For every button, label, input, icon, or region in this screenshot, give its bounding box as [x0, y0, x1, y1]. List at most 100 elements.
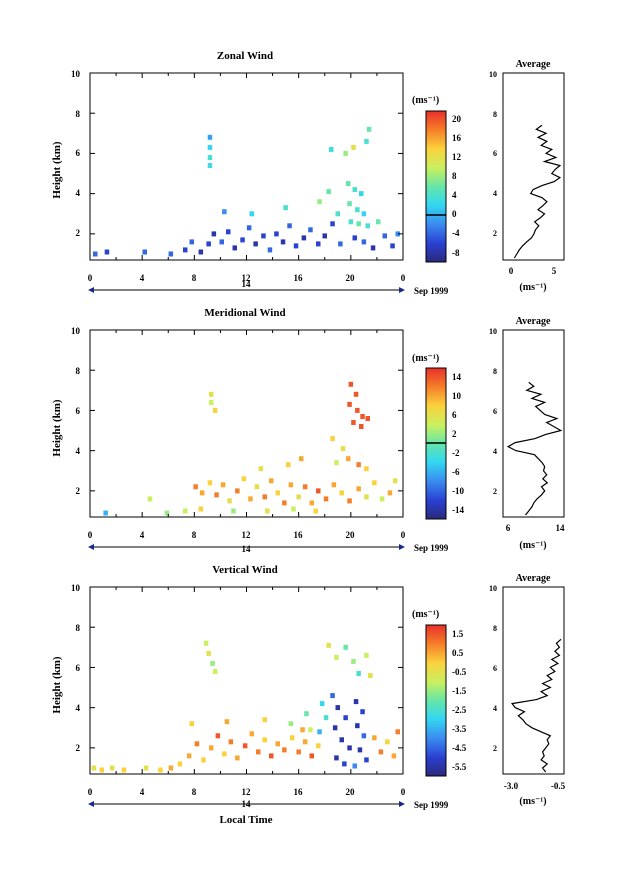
x-ticks: 0 4 8 12 16 20 0 [88, 530, 406, 540]
colorbar-tick-label: 4 [452, 190, 457, 200]
colorbar-tick-label: -14 [452, 505, 464, 515]
heatmap-cell [347, 498, 352, 504]
heatmap-cell [240, 237, 245, 243]
heatmap-cell [347, 201, 352, 207]
x-tick-label: 8 [192, 787, 197, 797]
colorbar-tick-label: -2.5 [452, 705, 467, 715]
heatmap-cell [392, 478, 398, 484]
heatmap-cell [346, 181, 351, 187]
heatmap-cell [317, 199, 322, 205]
heatmap-cell [282, 747, 287, 753]
heatmap-cell [104, 249, 110, 255]
heatmap-cell [91, 765, 97, 771]
heatmap-cell [308, 727, 313, 733]
heatmap-cell [291, 506, 296, 512]
panel-title: Zonal Wind [217, 50, 273, 62]
heatmap-cell [99, 767, 104, 773]
heatmap-cell [322, 233, 327, 239]
heatmap-cell [302, 739, 308, 745]
colorbar-tick-label: -8 [452, 248, 460, 258]
x-tick-label: 20 [346, 787, 356, 797]
heatmap-cell [269, 753, 274, 759]
heatmap-cell [334, 755, 339, 761]
y-axis-label: Height (km) [51, 656, 63, 713]
heatmap-cell [355, 407, 360, 413]
heatmap-cell [194, 741, 200, 747]
axis-tick-marks [89, 586, 404, 774]
heatmap-cell [121, 767, 127, 773]
heatmap-cell [335, 705, 340, 711]
heatmap-cell [158, 767, 163, 773]
y-tick-label: 2 [76, 743, 81, 753]
y-ticks: 2 4 6 8 10 [71, 69, 81, 238]
colorbar-tick-label: 6 [452, 410, 457, 420]
heatmap-cell [326, 189, 331, 195]
date-label: 14 [242, 544, 252, 554]
y-ticks: 2 4 6 8 10 [71, 583, 81, 753]
profile-x-label: (ms⁻¹) [519, 796, 546, 807]
heatmap-cell [352, 187, 357, 193]
y-ticks: 2 4 6 8 10 [71, 326, 81, 496]
heatmap-cell [222, 209, 227, 215]
colorbar-tick-label: -4.5 [452, 743, 467, 753]
y-tick-label: 8 [76, 366, 81, 376]
colorbar-tick-label: 0.5 [452, 648, 464, 658]
x-tick-label: 4 [140, 530, 145, 540]
heatmap-cell [351, 144, 356, 150]
colorbar-unit: (ms⁻¹) [412, 95, 439, 106]
heatmap-cell [372, 735, 377, 741]
heatmap-cell [330, 436, 335, 442]
heatmap-cell [207, 134, 213, 140]
profile-y-tick: 10 [489, 584, 497, 593]
colorbar-tick-label: 20 [452, 114, 462, 124]
heatmap-cell [274, 231, 279, 237]
date-bar-left-arrow [88, 801, 94, 807]
heatmap-cell [249, 211, 254, 217]
panel-title: Meridional Wind [204, 307, 285, 319]
colorbar-tick-label: -3.5 [452, 724, 467, 734]
heatmap-cell [177, 761, 183, 767]
heatmap-cell [364, 652, 369, 658]
heatmap-cell [334, 654, 339, 660]
y-tick-label: 10 [71, 326, 81, 336]
profile-title: Average [516, 316, 551, 327]
profile-title: Average [516, 573, 551, 584]
date-suffix: Sep 1999 [414, 286, 449, 296]
heatmap-cell [368, 673, 373, 678]
profile-y-tick: 2 [493, 744, 497, 753]
heatmap-cell [219, 239, 224, 245]
heatmap-cell [356, 221, 361, 227]
date-bar: 14 Sep 1999 [88, 799, 449, 810]
heatmap-cell [286, 462, 291, 468]
axis-tick-marks [89, 329, 404, 517]
heatmap-cell [360, 709, 365, 715]
heatmap-cell [342, 761, 347, 767]
heatmap-cell [309, 753, 314, 759]
heatmap-cell [365, 223, 370, 229]
heatmap-cell [332, 725, 338, 731]
heatmap-cell [296, 749, 301, 755]
profile-x-tick: 6 [506, 523, 511, 533]
heatmap-cell [232, 245, 237, 251]
heatmap-cell [348, 219, 354, 225]
heatmap-cell [209, 399, 214, 405]
average-profile: Average 2 4 6 8 10 0 5 (ms⁻¹) [489, 59, 565, 293]
heatmap-cell [316, 241, 321, 247]
heatmap-cell [248, 496, 253, 502]
colorbar-tick-label: 8 [452, 171, 457, 181]
x-axis-label: Local Time [219, 814, 272, 826]
heatmap-cell [331, 482, 337, 488]
heatmap-cell [316, 743, 321, 749]
heatmap-cell [265, 508, 270, 514]
heatmap-cell [395, 729, 400, 735]
heatmap-cell [289, 735, 295, 741]
profile-y-tick: 10 [489, 70, 497, 79]
heatmap-cell [356, 486, 361, 492]
heatmap-cell [348, 381, 354, 387]
heatmap-cell [275, 490, 280, 496]
colorbar-tick-label: 14 [452, 372, 462, 382]
heatmap-cell [254, 484, 260, 490]
profile-line [506, 381, 563, 516]
profile-x-tick: -3.0 [504, 781, 519, 791]
